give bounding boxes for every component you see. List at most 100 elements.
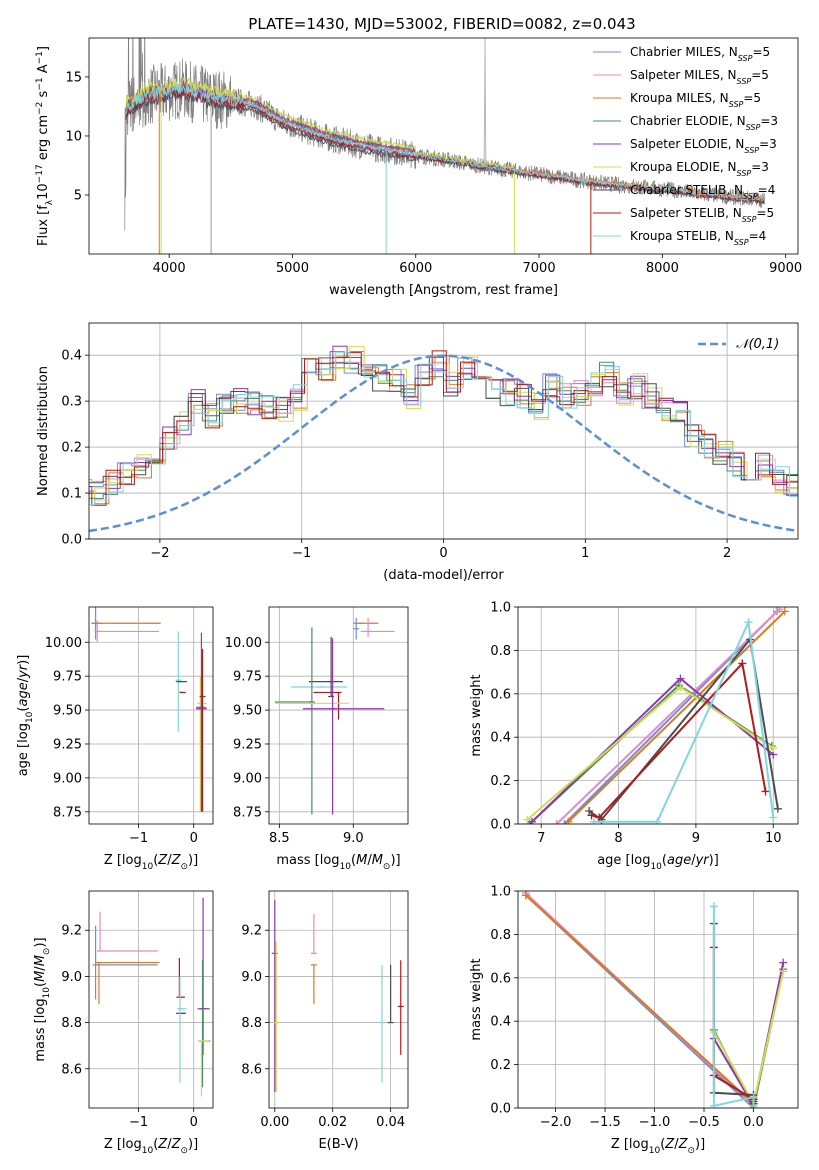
legend-entry-n: =3 xyxy=(759,137,777,151)
y-tick-label: 8.6 xyxy=(241,1062,262,1077)
label-part: Z [log xyxy=(104,853,142,868)
legend-entry-sub: SSP xyxy=(744,146,759,155)
weight-line xyxy=(712,947,755,1102)
label-part: )] xyxy=(188,853,198,868)
weight-marker xyxy=(653,817,662,824)
weight-line xyxy=(531,677,774,823)
label-part: Z [log xyxy=(611,1137,649,1152)
legend-entry: Chabrier MILES, NSSP=5 xyxy=(630,45,770,63)
y-tick-label: 0.1 xyxy=(61,487,82,502)
x-tick-label: 10 xyxy=(765,831,782,846)
x-tick-label: 0.02 xyxy=(318,1115,347,1130)
weight-line xyxy=(713,971,785,1107)
label-part: ⊙ xyxy=(383,862,391,872)
label-part: age [log xyxy=(16,723,31,776)
weight-marker xyxy=(769,744,778,753)
age_vs_Z-grid xyxy=(89,607,213,824)
weight-line xyxy=(525,894,755,1105)
x-tick-label: 0 xyxy=(190,1115,198,1130)
legend-entry: Chabrier ELODIE, NSSP=3 xyxy=(630,114,778,132)
legend-entry-label: Kroupa ELODIE, N xyxy=(630,160,737,174)
x-tick-label: 7 xyxy=(537,831,545,846)
x-tick-label: −0.5 xyxy=(688,1115,720,1130)
label-part: ( xyxy=(660,1137,665,1152)
weight_vs_Z-grid xyxy=(518,890,798,1109)
x-tick-label: −1 xyxy=(292,546,311,561)
errorbar-point xyxy=(378,964,385,1083)
legend-entry-label: Salpeter ELODIE, N xyxy=(630,137,744,151)
label-part: Flux [f xyxy=(36,205,51,246)
x-tick-label: −1.5 xyxy=(589,1115,621,1130)
legend-entry-label: Salpeter STELIB, N xyxy=(630,206,742,220)
label-part: 10 xyxy=(142,1146,154,1156)
x-tick-label: 0 xyxy=(439,546,447,561)
label-part: ( xyxy=(33,982,48,987)
errorbar-point xyxy=(92,925,158,1000)
axes-frame xyxy=(88,322,799,540)
errorbar-point xyxy=(271,900,278,1092)
legend-entry-sub: SSP xyxy=(734,238,749,247)
spectrum-plot-area xyxy=(124,38,766,254)
errorbar-point xyxy=(274,627,315,815)
label-part: / xyxy=(691,853,696,868)
legend-entry-n: =3 xyxy=(760,114,778,128)
errorbar-point xyxy=(303,638,385,815)
errorbar-point xyxy=(310,914,317,954)
legend-entry-label: Kroupa MILES, N xyxy=(630,91,729,105)
legend-entry-n: =5 xyxy=(743,91,761,105)
errorbar-point xyxy=(97,911,158,952)
weight-marker xyxy=(761,787,770,796)
y-tick-label: 8.75 xyxy=(53,805,82,820)
errorbar-point xyxy=(353,617,360,640)
mass_vs_Z-plot-area xyxy=(92,897,211,1097)
label-part: Z xyxy=(171,1137,182,1152)
weight-marker xyxy=(676,674,685,683)
mass_vs_ebv-grid xyxy=(269,891,408,1108)
y-tick-label: 0.4 xyxy=(490,1015,511,1030)
y-tick-label: 9.0 xyxy=(241,970,262,985)
weight-marker xyxy=(676,683,685,692)
label-part: / xyxy=(167,853,172,868)
legend-entry: Salpeter MILES, NSSP=5 xyxy=(630,68,769,86)
legend-entry-label: Kroupa STELIB, N xyxy=(630,229,734,243)
y-tick-label: 0.8 xyxy=(490,928,511,943)
x-tick-label: −2 xyxy=(150,546,169,561)
label-part: Z xyxy=(664,1137,675,1152)
legend-entry: 𝒩(0,1) xyxy=(736,337,779,352)
weight-marker xyxy=(709,902,718,911)
x-tick-label: 4000 xyxy=(153,261,186,276)
weight-marker xyxy=(749,1101,758,1108)
errorbar-point xyxy=(198,960,211,1088)
legend-entry: Kroupa MILES, NSSP=5 xyxy=(630,91,761,109)
y-axis-label: mass weight xyxy=(469,958,484,1040)
mass_vs_Z-grid xyxy=(89,891,213,1108)
y-tick-label: 0.2 xyxy=(61,441,82,456)
y-tick-label: 9.75 xyxy=(233,670,262,685)
label-part: ] xyxy=(36,46,51,51)
y-tick-label: 8.8 xyxy=(61,1016,82,1031)
x-tick-label: 7000 xyxy=(523,261,556,276)
label-part: mass [log xyxy=(33,998,48,1061)
weight-line xyxy=(556,608,781,824)
axes-frame xyxy=(268,890,409,1109)
label-part: −2 xyxy=(35,102,45,115)
label-part: Z [log xyxy=(104,1137,142,1152)
normal-curve xyxy=(89,354,798,533)
label-part: / xyxy=(367,853,372,868)
legend-entry-n: =5 xyxy=(756,206,774,220)
x-tick-label: 6000 xyxy=(399,261,432,276)
axes-frame xyxy=(88,37,799,255)
weight_vs_age-plot-area xyxy=(523,607,789,824)
legend-entry-n: =4 xyxy=(758,183,776,197)
label-part: )] xyxy=(695,1137,705,1152)
y-tick-label: 0.8 xyxy=(490,644,511,659)
mass_vs_ebv-plot-area xyxy=(271,900,404,1092)
weight-marker xyxy=(775,607,784,614)
label-part: 10 xyxy=(142,862,154,872)
x-axis-label: (data-model)/error xyxy=(383,568,504,583)
x-tick-label: 9000 xyxy=(769,261,802,276)
residual-histogram xyxy=(89,350,798,506)
label-part: s xyxy=(36,90,51,101)
label-part: ⊙ xyxy=(180,1146,188,1156)
